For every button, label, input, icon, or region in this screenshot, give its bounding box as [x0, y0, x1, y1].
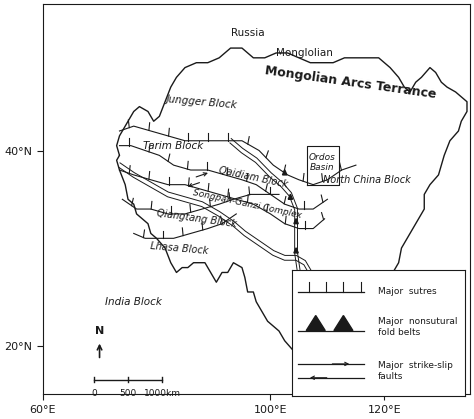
- Text: South China Block: South China Block: [300, 287, 401, 297]
- Polygon shape: [334, 316, 353, 331]
- Text: Qiangtang Block: Qiangtang Block: [156, 208, 237, 229]
- Text: Russia: Russia: [231, 28, 264, 39]
- Text: 1000km: 1000km: [144, 388, 181, 398]
- Polygon shape: [294, 219, 298, 224]
- Polygon shape: [294, 248, 298, 253]
- Text: 0: 0: [91, 388, 97, 398]
- Text: Tarim Block: Tarim Block: [144, 141, 204, 151]
- Text: N: N: [95, 326, 104, 336]
- Polygon shape: [288, 194, 292, 199]
- Text: Songpan-Ganzi Complex: Songpan-Ganzi Complex: [192, 188, 303, 220]
- Polygon shape: [283, 170, 287, 175]
- Text: North China Block: North China Block: [323, 175, 411, 185]
- Polygon shape: [306, 316, 325, 331]
- Text: 500: 500: [119, 388, 137, 398]
- Text: Lhasa Block: Lhasa Block: [150, 241, 209, 256]
- Text: Qaidiam Block: Qaidiam Block: [218, 166, 289, 190]
- Text: Mongolian Arcs Terrance: Mongolian Arcs Terrance: [264, 64, 437, 101]
- Text: Major  nonsutural
fold belts: Major nonsutural fold belts: [378, 317, 457, 336]
- Text: Major  strike-slip
faults: Major strike-slip faults: [378, 361, 453, 380]
- Polygon shape: [311, 277, 315, 282]
- Text: Ordos
Basin: Ordos Basin: [308, 153, 335, 172]
- Text: India Block: India Block: [105, 297, 162, 307]
- Text: Jungger Block: Jungger Block: [166, 93, 238, 110]
- Text: Monglolian: Monglolian: [276, 48, 333, 58]
- Text: Major  sutres: Major sutres: [378, 287, 437, 296]
